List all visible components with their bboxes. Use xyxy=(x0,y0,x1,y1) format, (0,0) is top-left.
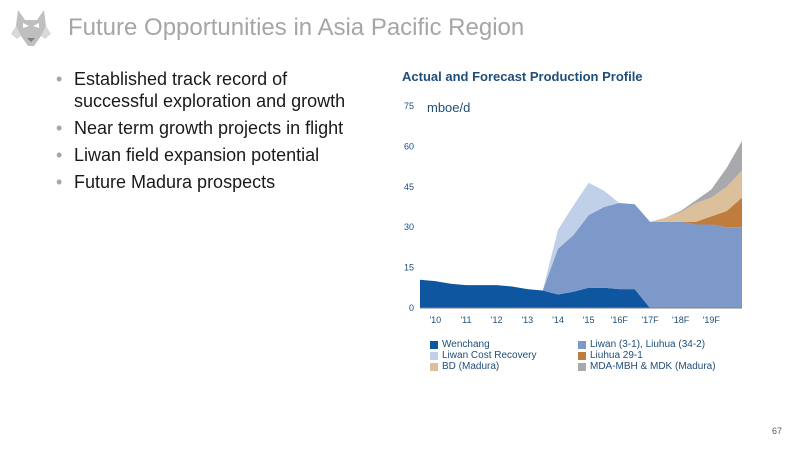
area-series-1 xyxy=(420,203,742,308)
area-series-0 xyxy=(420,279,742,308)
legend-label: MDA-MBH & MDK (Madura) xyxy=(590,361,716,372)
bullet-item: • Liwan field expansion potential xyxy=(54,144,374,166)
x-tick-label: '16F xyxy=(611,315,629,325)
bullet-dot: • xyxy=(56,145,63,165)
legend-swatch xyxy=(430,351,438,360)
production-chart: 0 15 30 45 60 75 '10 '11 '12 '13 '14 '15 '16F '17F '18… xyxy=(404,100,742,325)
legend-label: Liuhua 29-1 xyxy=(590,350,643,361)
page-number: 67 xyxy=(771,426,782,436)
chart-areas xyxy=(420,141,742,308)
bullet-list: • Established track record of successful … xyxy=(54,68,374,198)
legend-item: BD (Madura) xyxy=(430,361,499,372)
bullet-dot: • xyxy=(56,172,63,192)
legend-label: Wenchang xyxy=(442,339,490,350)
legend-swatch xyxy=(430,340,438,349)
bullet-text: Future Madura prospects xyxy=(74,172,276,192)
bullet-item: • Future Madura prospects xyxy=(54,171,374,193)
legend-swatch xyxy=(578,351,586,360)
slide-title: Future Opportunities in Asia Pacific Reg… xyxy=(68,14,525,41)
legend-swatch xyxy=(578,362,586,371)
y-tick-label: 15 xyxy=(404,263,414,273)
x-tick-label: '19F xyxy=(703,315,721,325)
bullet-text: Established track record of successful e… xyxy=(74,69,346,111)
bullet-dot: • xyxy=(56,69,63,89)
x-tick-label: '12 xyxy=(491,315,503,325)
legend-item: Liwan (3-1), Liuhua (34-2) xyxy=(578,339,705,350)
legend-item: Liuhua 29-1 xyxy=(578,350,643,361)
husky-head-icon xyxy=(11,10,51,46)
bullet-dot: • xyxy=(56,118,63,138)
legend-item: Wenchang xyxy=(430,339,490,350)
chart-title: Actual and Forecast Production Profile xyxy=(402,69,643,84)
legend-label: BD (Madura) xyxy=(442,361,500,372)
bullet-item: • Established track record of successful … xyxy=(54,68,374,112)
bullet-item: • Near term growth projects in flight xyxy=(54,117,374,139)
y-tick-label: 30 xyxy=(404,222,414,232)
legend-swatch xyxy=(578,340,586,349)
y-axis-label: mboe/d xyxy=(427,100,470,115)
legend-item: Liwan Cost Recovery xyxy=(430,350,536,361)
x-tick-label: '13 xyxy=(521,315,533,325)
legend-item: MDA-MBH & MDK (Madura) xyxy=(578,361,716,372)
y-tick-label: 60 xyxy=(404,141,414,151)
chart-axes: 0 15 30 45 60 75 '10 '11 '12 '13 '14 '15 '16F '17F '18… xyxy=(404,101,742,325)
y-tick-label: 0 xyxy=(409,303,414,313)
x-tick-label: '14 xyxy=(552,315,564,325)
bullet-text: Near term growth projects in flight xyxy=(74,118,344,138)
x-tick-label: '18F xyxy=(672,315,690,325)
area-series-2 xyxy=(420,182,742,291)
x-tick-label: '11 xyxy=(460,315,471,325)
bullet-text: Liwan field expansion potential xyxy=(74,145,320,165)
legend-label: Liwan Cost Recovery xyxy=(442,350,537,361)
legend-swatch xyxy=(430,362,438,371)
y-tick-label: 75 xyxy=(404,101,414,111)
x-tick-label: '17F xyxy=(641,315,659,325)
legend-label: Liwan (3-1), Liuhua (34-2) xyxy=(590,339,706,350)
x-tick-label: '10 xyxy=(429,315,441,325)
y-tick-label: 45 xyxy=(404,182,414,192)
x-tick-label: '15 xyxy=(583,315,595,325)
